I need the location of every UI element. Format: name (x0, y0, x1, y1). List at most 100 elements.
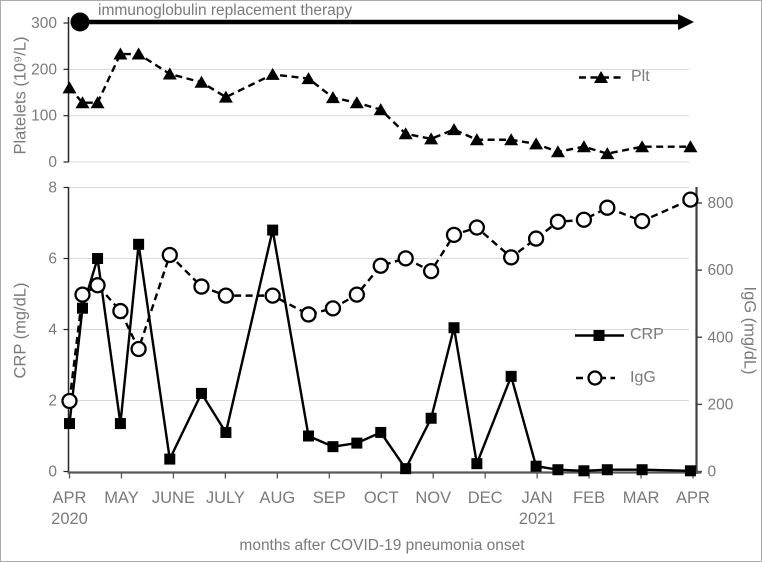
crp-marker (133, 238, 145, 250)
igg-marker (130, 340, 147, 358)
month-label: DEC (468, 489, 503, 507)
month-label: MAY (104, 489, 139, 507)
igg-marker (549, 213, 567, 230)
igg-marker (599, 199, 616, 216)
igg-marker (74, 286, 91, 303)
crp-marker (114, 418, 126, 430)
crp-marker (636, 464, 648, 476)
top-y-tick-label: 0 (48, 154, 57, 171)
legend-igg-marker (587, 370, 603, 386)
crp-marker (471, 458, 483, 470)
y-axis-title-crp: CRP (mg/dL) (11, 282, 30, 379)
month-label: SEP (313, 489, 346, 507)
plt-marker (600, 147, 615, 160)
crp-marker (505, 370, 517, 382)
y-axis-title-igg: IgG (mg/dL) (740, 286, 759, 375)
igg-marker (324, 300, 342, 317)
crp-marker (351, 437, 363, 449)
igg-marker (682, 191, 699, 208)
crp-marker (684, 465, 696, 477)
igg-marker (217, 287, 235, 304)
plt-marker (75, 96, 90, 109)
igg-marker (633, 212, 651, 230)
plt-marker (424, 132, 439, 145)
igg-marker (193, 278, 210, 295)
plt-marker (576, 140, 591, 153)
igg-y-tick-label: 800 (708, 195, 734, 212)
month-label: APR (53, 489, 87, 507)
igg-marker (503, 249, 520, 266)
crp-marker (578, 465, 590, 477)
crp-marker (92, 253, 104, 264)
igg-marker (527, 230, 545, 247)
plt-marker (398, 127, 413, 140)
plt-marker (218, 90, 233, 103)
plt-marker (373, 103, 388, 116)
month-label: APR (676, 489, 710, 507)
year-label: 2021 (519, 510, 556, 528)
igg-marker (300, 306, 317, 323)
igg-y-tick-label: 200 (708, 396, 734, 413)
plt-marker (301, 72, 316, 85)
plt-marker (683, 140, 698, 153)
crp-y-tick-label: 4 (48, 322, 57, 339)
crp-marker (400, 463, 412, 475)
plt-marker (635, 140, 650, 153)
plt-marker (194, 75, 209, 88)
legend-crp-marker (593, 330, 605, 341)
plt-marker (62, 81, 77, 94)
igg-marker (89, 277, 106, 294)
crp-marker (448, 322, 460, 334)
igg-marker (61, 392, 78, 410)
plt-marker (265, 67, 280, 80)
crp-marker (601, 464, 613, 476)
crp-marker (164, 453, 176, 465)
plt-marker (529, 137, 544, 150)
top-y-tick-label: 200 (31, 61, 57, 78)
crp-marker (64, 418, 75, 430)
igg-marker (397, 250, 414, 267)
igg-marker (422, 262, 440, 280)
crp-marker (76, 302, 88, 314)
crp-marker (375, 426, 387, 438)
plt-marker (131, 47, 146, 60)
plt-marker (90, 96, 105, 109)
igg-marker (445, 226, 463, 244)
igg-y-tick-label: 0 (708, 464, 717, 481)
therapy-annotation-label: immunoglobulin replacement therapy (98, 2, 353, 19)
crp-y-tick-label: 6 (48, 251, 57, 268)
x-axis-caption: months after COVID-19 pneumonia onset (239, 537, 525, 554)
igg-marker (468, 219, 486, 236)
crp-marker (220, 426, 232, 438)
top-y-tick-label: 100 (31, 108, 57, 125)
igg-marker (575, 211, 593, 228)
month-label: OCT (364, 489, 399, 507)
plt-marker (447, 123, 462, 136)
crp-marker (530, 460, 542, 472)
plt-marker (162, 67, 177, 80)
crp-marker (195, 387, 207, 399)
plt-marker (550, 145, 565, 158)
year-label: 2020 (51, 510, 88, 528)
crp-y-tick-label: 8 (48, 180, 57, 197)
legend-label-igg: IgG (630, 369, 656, 386)
legend-label-plt: Plt (631, 68, 650, 85)
plt-marker (504, 133, 519, 146)
igg-marker (112, 302, 129, 320)
igg-marker (348, 286, 365, 303)
plt-marker (349, 96, 364, 109)
month-label: JAN (522, 489, 553, 507)
month-label: MAR (623, 489, 660, 507)
igg-marker (264, 287, 281, 304)
y-axis-title-platelets: Platelets (10⁹/L) (11, 36, 30, 155)
legend-plt-marker (594, 71, 608, 83)
crp-marker (327, 441, 339, 453)
plt-marker (113, 47, 128, 60)
month-label: AUG (259, 489, 295, 507)
month-label: NOV (415, 489, 451, 507)
legend-label-crp: CRP (630, 326, 664, 343)
crp-y-tick-label: 0 (48, 464, 57, 481)
igg-line (68, 198, 691, 402)
therapy-start-dot (70, 12, 90, 32)
